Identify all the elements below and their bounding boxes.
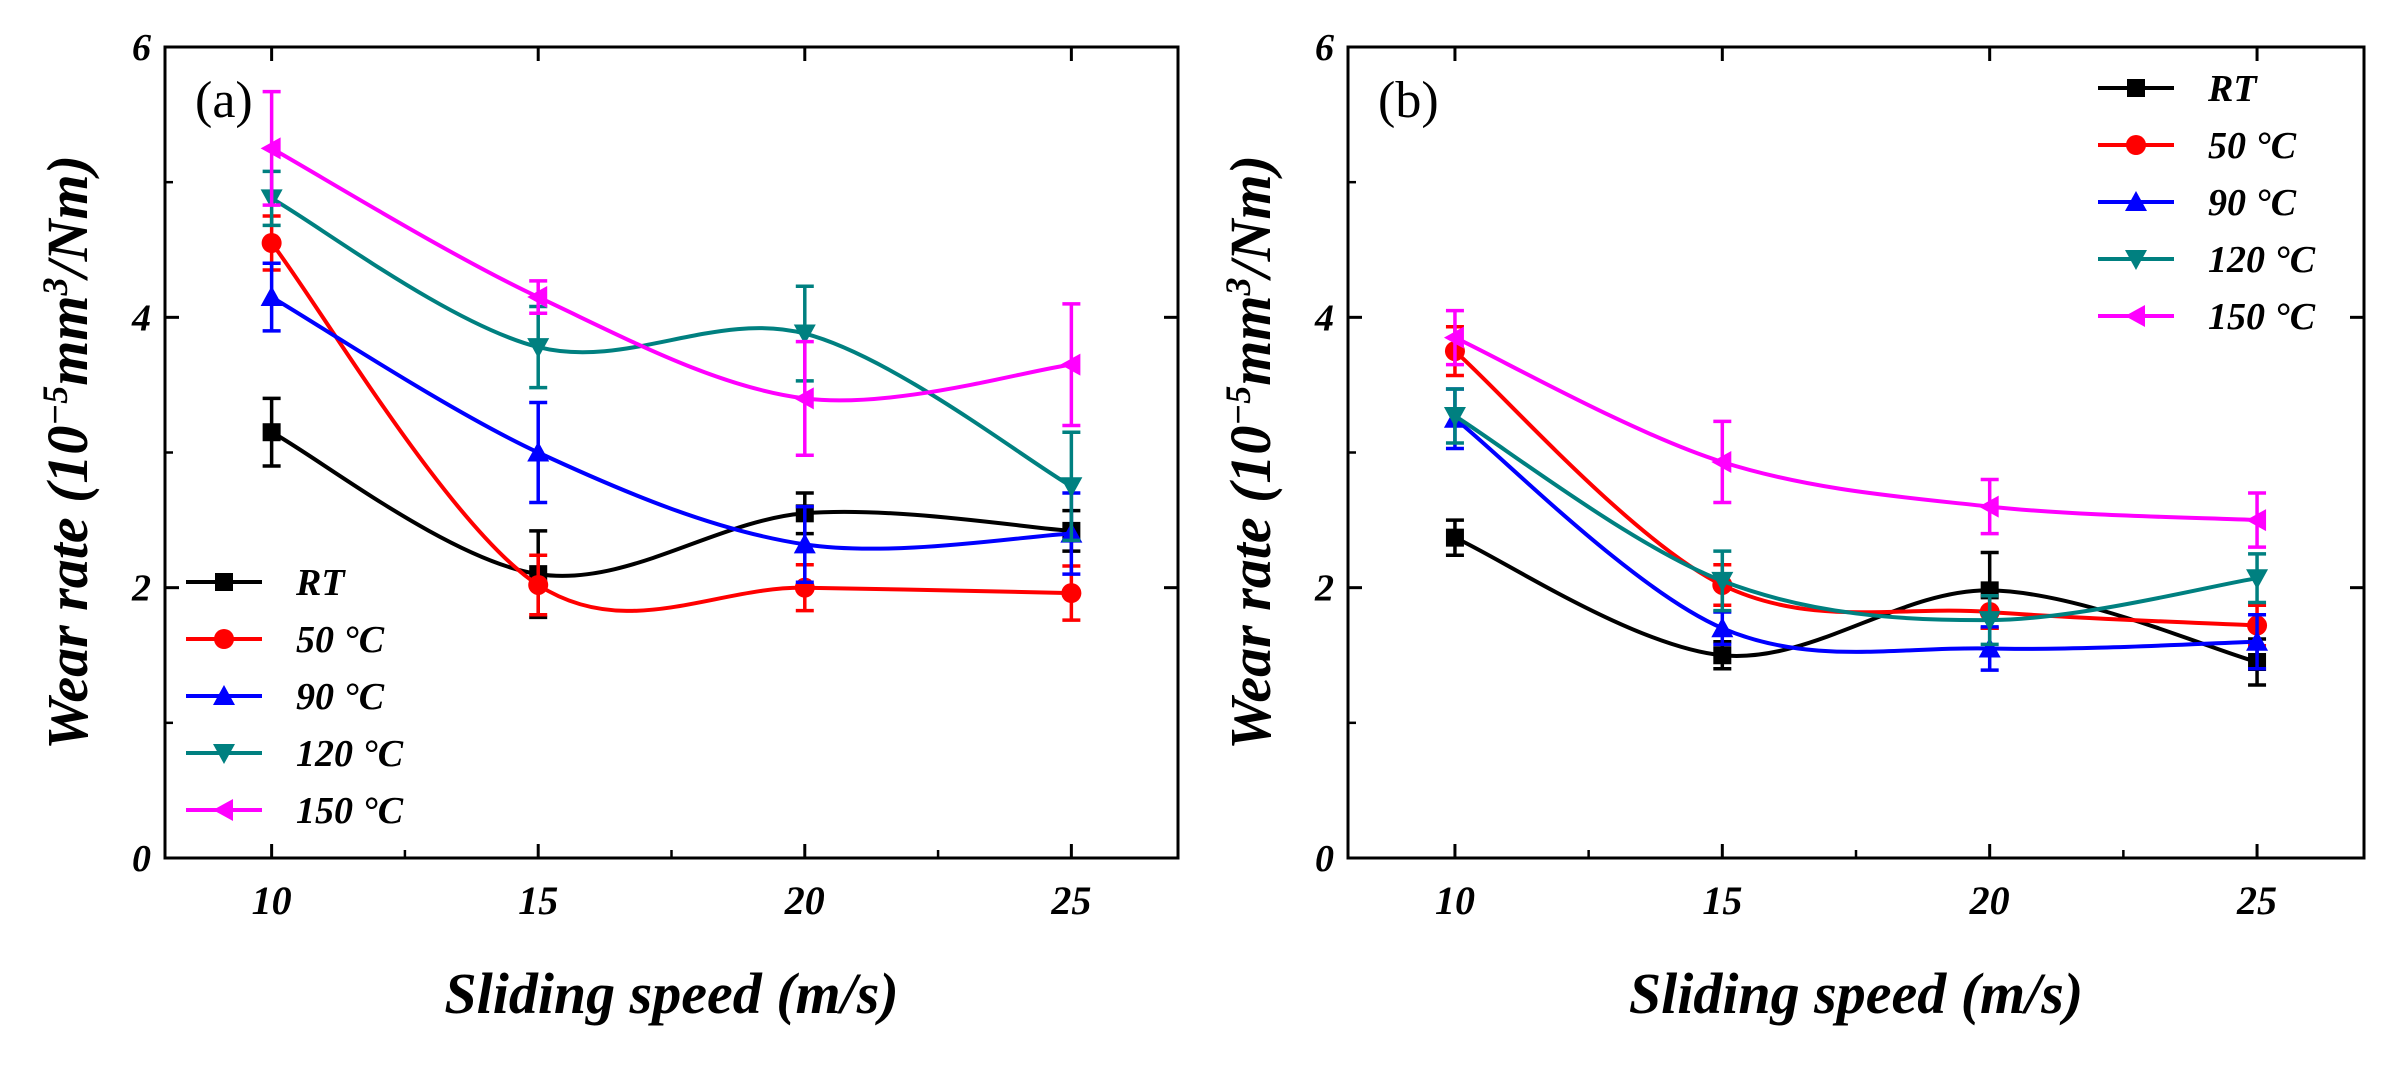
legend-marker	[215, 573, 233, 591]
y-tick-label: 0	[1315, 838, 1334, 880]
series-line	[270, 295, 1072, 551]
data-point	[1711, 617, 1734, 638]
legend-label: RT	[2207, 68, 2258, 110]
panel-b: 10 15 20 25 0 2 4 6 Sliding speed (m/s) Wear rate…	[1218, 27, 2366, 1026]
data-point	[1978, 495, 1999, 518]
legend-marker	[2126, 135, 2146, 155]
series-50-c	[261, 214, 1082, 622]
data-point	[1711, 571, 1734, 592]
data-point	[793, 387, 814, 410]
series-line	[270, 430, 1072, 578]
series-150-c	[1443, 308, 2267, 549]
y-tick-label: 4	[131, 297, 151, 339]
legend-label: RT	[295, 562, 346, 604]
data-point	[1443, 326, 1464, 349]
series-line	[270, 146, 1072, 403]
x-tick-label: 20	[784, 878, 825, 923]
legend-label: 150 °C	[2208, 296, 2316, 338]
data-point	[1445, 528, 1464, 547]
x-tick-label: 10	[1435, 878, 1475, 923]
series-line	[1454, 535, 2258, 664]
legend-marker	[2125, 191, 2147, 211]
y-tick-label: 6	[1315, 27, 1334, 69]
y-tick-label: 0	[132, 838, 151, 880]
series-line	[1453, 414, 2258, 623]
legend-label: 90 °C	[296, 676, 385, 718]
legend-marker	[213, 744, 235, 764]
data-point	[528, 574, 549, 595]
data-point	[527, 441, 550, 462]
panel-a: 10 15 20 25 0 2 4 6 Sliding speed (m/s) Wear rate…	[35, 27, 1180, 1026]
legend-label: 120 °C	[296, 733, 404, 775]
series-line	[270, 241, 1072, 613]
x-axis-title: Sliding speed (m/s)	[1629, 961, 2083, 1026]
y-axis-title: Wear rate (10−5mm3/Nm)	[1218, 155, 1283, 750]
legend-marker	[214, 629, 234, 649]
series-90-c	[1443, 387, 2269, 672]
legend-marker	[2125, 250, 2147, 270]
legend: RT 50 °C 90 °C 120 °C 150 °C	[186, 562, 404, 832]
legend-label: 50 °C	[296, 619, 385, 661]
data-point	[260, 137, 281, 160]
legend-marker	[2125, 305, 2145, 327]
series-line	[1454, 335, 2258, 523]
data-point	[527, 338, 550, 359]
data-point	[793, 533, 816, 554]
data-point	[1978, 637, 2001, 658]
y-tick-label: 2	[131, 568, 151, 610]
x-tick-label: 20	[1969, 878, 2010, 923]
x-axis-title: Sliding speed (m/s)	[444, 961, 898, 1026]
legend-label: 120 °C	[2208, 239, 2316, 281]
plot-frame	[1346, 45, 2366, 860]
y-tick-label: 6	[132, 27, 151, 69]
y-tick-label: 2	[1314, 568, 1334, 610]
x-tick-label: 25	[1050, 878, 1091, 923]
series-150-c	[260, 89, 1081, 457]
legend-label: 150 °C	[296, 790, 404, 832]
data-point	[262, 423, 281, 442]
data-point	[1061, 583, 1082, 604]
data-point	[1060, 477, 1083, 498]
data-point	[2246, 630, 2269, 651]
data-point	[1443, 407, 1466, 428]
x-tick-label: 15	[1702, 878, 1742, 923]
series-120-c	[1443, 387, 2269, 647]
series-line	[1453, 349, 2258, 628]
data-point	[793, 324, 816, 345]
x-tick-label: 15	[518, 878, 558, 923]
legend: RT 50 °C 90 °C 120 °C 150 °C	[2098, 68, 2316, 338]
series-120-c	[260, 169, 1083, 543]
legend-marker	[2127, 79, 2145, 97]
legend-label: 50 °C	[2208, 125, 2297, 167]
data-point	[1713, 646, 1732, 665]
data-point	[1711, 450, 1732, 473]
legend-label: 90 °C	[2208, 182, 2297, 224]
x-tick-label: 25	[2236, 878, 2277, 923]
series-line	[270, 196, 1073, 489]
series-line	[1453, 417, 2258, 654]
data-point	[260, 286, 283, 307]
series-90-c	[260, 261, 1083, 585]
legend-marker	[213, 685, 235, 705]
data-point	[2246, 509, 2267, 532]
data-point	[1060, 353, 1081, 376]
data-point	[1978, 611, 2001, 632]
legend-marker	[213, 799, 233, 821]
data-point	[527, 286, 548, 309]
panel-label: (a)	[195, 72, 253, 129]
y-tick-label: 4	[1314, 297, 1334, 339]
data-point	[2246, 569, 2269, 590]
y-axis-title: Wear rate (10−5mm3/Nm)	[35, 155, 100, 750]
data-point	[261, 232, 282, 253]
panel-label: (b)	[1378, 72, 1439, 129]
x-tick-label: 10	[252, 878, 292, 923]
